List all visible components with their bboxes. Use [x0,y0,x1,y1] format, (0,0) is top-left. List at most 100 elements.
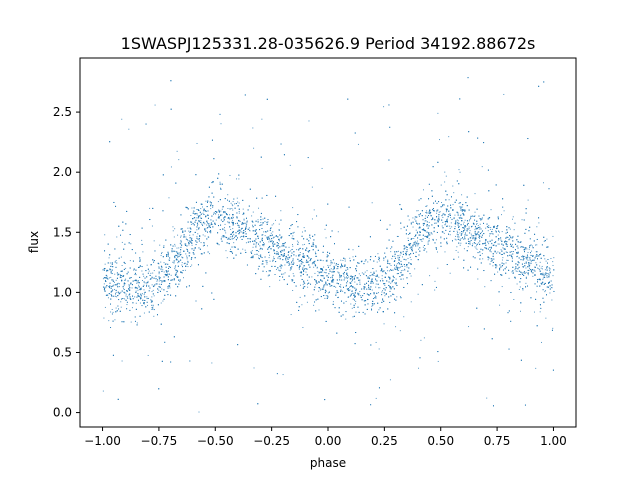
scatter-point [399,254,401,256]
scatter-point [457,232,459,234]
scatter-point [233,234,235,236]
scatter-point [304,283,306,285]
scatter-point [186,238,188,240]
scatter-point [342,290,344,292]
scatter-point [460,217,462,219]
scatter-point [166,271,168,273]
scatter-point [282,374,284,376]
scatter-point [224,223,226,225]
scatter-point [120,306,122,308]
scatter-point [494,250,496,252]
scatter-point [136,322,138,324]
scatter-point [345,300,347,302]
scatter-point [499,304,501,306]
scatter-point [112,279,114,281]
scatter-point [544,290,546,292]
scatter-point [446,208,448,210]
scatter-point [151,225,153,227]
scatter-point [418,367,420,369]
scatter-point [249,230,251,232]
scatter-point [367,277,369,279]
scatter-point [406,265,408,267]
scatter-point [438,215,440,217]
scatter-point [305,271,307,273]
scatter-point [176,247,178,249]
scatter-point [280,210,282,212]
scatter-point [536,291,538,293]
scatter-point [299,264,301,266]
scatter-point [419,231,421,233]
scatter-point [323,266,325,268]
scatter-point [529,246,531,248]
scatter-point [472,238,474,240]
scatter-point [458,256,460,258]
scatter-point [278,240,280,242]
scatter-point [330,268,332,270]
scatter-point [458,202,460,204]
scatter-point [191,207,193,209]
scatter-point [535,262,537,264]
scatter-point [107,278,109,280]
scatter-point [278,269,280,271]
scatter-point [221,236,223,238]
scatter-point [370,271,372,273]
scatter-point [319,271,321,273]
scatter-point [220,123,222,125]
scatter-point [452,204,454,206]
scatter-point [459,232,461,234]
scatter-point [394,255,396,257]
scatter-point [467,228,469,230]
scatter-point [229,214,231,216]
scatter-point [382,298,384,300]
scatter-point [454,238,456,240]
scatter-point [264,235,266,237]
scatter-point [378,287,380,289]
scatter-point [468,326,470,328]
scatter-point [442,213,444,215]
scatter-point [134,320,136,322]
scatter-point [436,212,438,214]
scatter-point [172,230,174,232]
scatter-point [259,245,261,247]
scatter-point [408,219,410,221]
scatter-point [414,255,416,257]
scatter-point [238,225,240,227]
scatter-point [485,227,487,229]
scatter-point [236,197,238,199]
scatter-point [477,231,479,233]
scatter-point [232,216,234,218]
scatter-point [354,303,356,305]
scatter-point [517,245,519,247]
scatter-point [255,250,257,252]
scatter-point [464,219,466,221]
scatter-point [551,287,553,289]
scatter-point [197,233,199,235]
scatter-point [177,234,179,236]
scatter-point [307,286,309,288]
scatter-point [297,241,299,243]
scatter-point [459,171,461,173]
scatter-point [442,204,444,205]
scatter-point [225,250,227,252]
scatter-point [457,251,459,253]
scatter-point [516,245,518,247]
scatter-point [233,242,235,244]
scatter-point [511,251,513,253]
scatter-point [321,167,323,169]
scatter-point [120,291,122,293]
scatter-point [190,223,192,225]
scatter-point [223,229,225,231]
scatter-point [485,239,487,241]
scatter-point [271,224,273,226]
scatter-point [196,212,198,214]
scatter-point [308,251,310,253]
scatter-point [403,316,405,318]
scatter-point [304,265,306,267]
scatter-point [480,232,482,234]
scatter-point [539,269,541,271]
scatter-point [289,257,291,259]
scatter-point [375,286,377,288]
scatter-point [508,277,510,279]
scatter-point [114,273,116,275]
